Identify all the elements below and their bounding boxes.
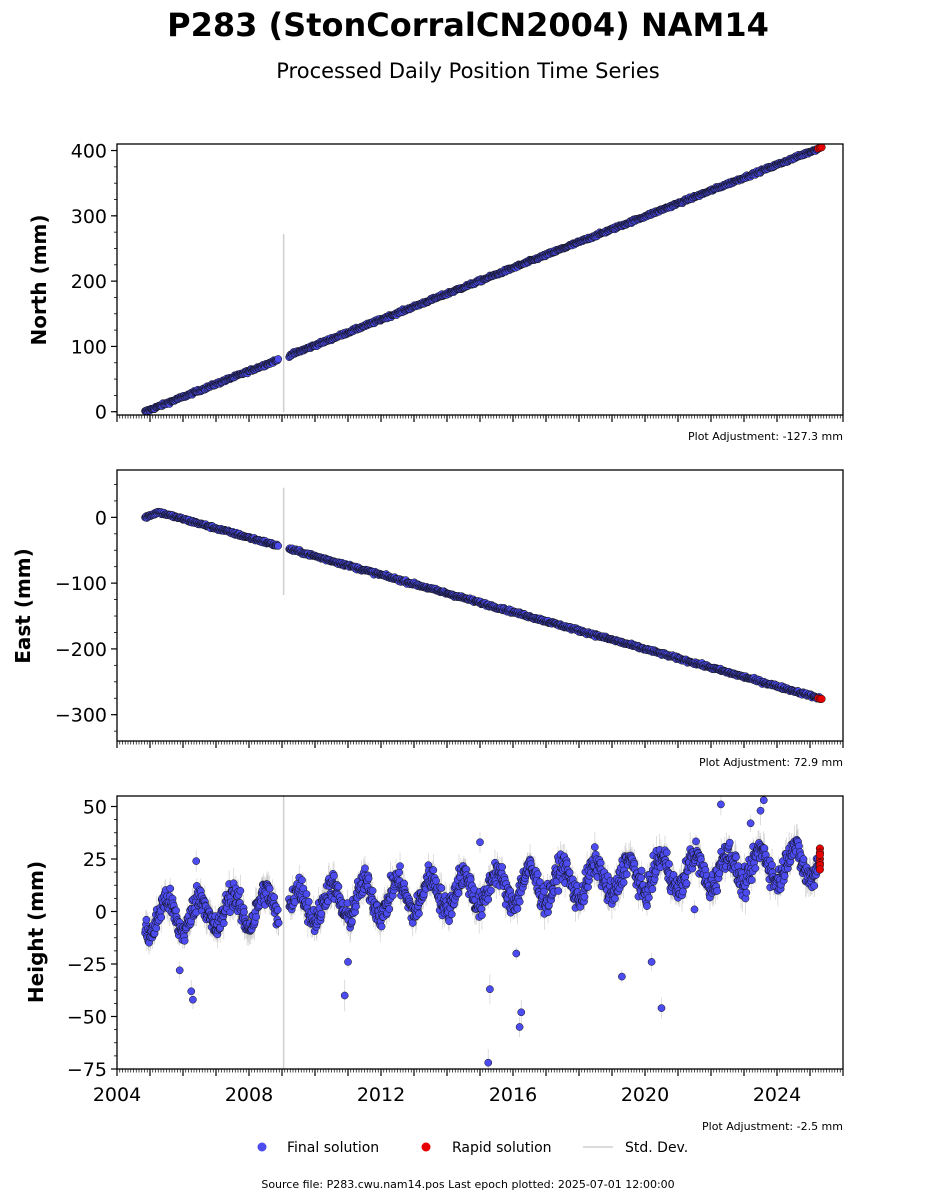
east-final-point bbox=[274, 542, 283, 550]
east-rapid-point bbox=[817, 694, 826, 703]
height-final-point bbox=[273, 906, 282, 914]
height-final-point bbox=[302, 890, 311, 898]
height-final-point bbox=[396, 862, 404, 871]
north-rapid-point bbox=[817, 144, 826, 152]
height-final-point bbox=[348, 917, 356, 926]
east-plot-area: 0 −100 −200 −300 bbox=[55, 469, 844, 748]
height-final-point bbox=[270, 893, 278, 902]
height-final-point bbox=[432, 877, 440, 885]
height-final-point bbox=[240, 908, 248, 916]
height-final-point bbox=[437, 884, 446, 892]
north-series bbox=[141, 144, 826, 415]
height-final-point bbox=[219, 919, 228, 928]
y-tick-label: 0 bbox=[95, 402, 107, 424]
y-tick-label: 200 bbox=[71, 271, 107, 293]
y-tick-label: 300 bbox=[71, 206, 107, 228]
height-final-point bbox=[445, 917, 453, 926]
height-final-point bbox=[454, 889, 463, 898]
height-final-point bbox=[298, 876, 306, 884]
height-final-point bbox=[385, 905, 394, 913]
height-final-point bbox=[152, 924, 161, 932]
y-tick-label: −100 bbox=[55, 573, 107, 595]
height-final-point bbox=[334, 882, 343, 891]
height-final-point bbox=[368, 886, 377, 895]
east-series bbox=[141, 487, 826, 703]
east-panel: 0 −100 −200 −300 East (mm) Plot Adjustment:… bbox=[11, 469, 844, 769]
height-final-point bbox=[361, 864, 369, 873]
height-final-point bbox=[304, 897, 313, 906]
height-series bbox=[141, 796, 824, 1069]
height-final-point bbox=[265, 884, 274, 893]
y-tick-label: 0 bbox=[95, 507, 107, 529]
height-final-point bbox=[142, 915, 151, 924]
y-tick-label: 400 bbox=[71, 141, 107, 163]
north-axis-label: North (mm) bbox=[27, 214, 51, 345]
height-final-point bbox=[478, 911, 486, 920]
height-final-point bbox=[377, 922, 386, 931]
chart-title: P283 (StonCorralCN2004) NAM14 bbox=[167, 6, 769, 44]
height-final-point bbox=[330, 871, 338, 880]
y-tick-label: 100 bbox=[71, 336, 107, 358]
height-final-point bbox=[157, 913, 166, 922]
height-final-point bbox=[447, 910, 456, 919]
height-final-point bbox=[395, 868, 404, 877]
height-final-point bbox=[317, 909, 326, 918]
y-tick-label: −300 bbox=[55, 705, 107, 727]
height-final-point bbox=[166, 884, 175, 893]
height-final-point bbox=[236, 886, 245, 895]
height-final-point bbox=[274, 918, 283, 927]
height-final-point bbox=[415, 909, 423, 918]
height-final-point bbox=[252, 913, 260, 921]
chart-subtitle: Processed Daily Position Time Series bbox=[276, 59, 660, 83]
north-final-point bbox=[274, 355, 283, 363]
north-plot-adjustment: Plot Adjustment: -127.3 mm bbox=[688, 430, 843, 443]
height-final-point bbox=[172, 906, 180, 915]
north-panel: 0 100 200 300 400 North (mm) Plot Adjustment… bbox=[27, 141, 844, 443]
y-tick-label: −200 bbox=[55, 639, 107, 661]
north-plot-area: 0 100 200 300 400 bbox=[71, 141, 844, 424]
height-final-point bbox=[180, 936, 189, 945]
east-axis-label: East (mm) bbox=[11, 548, 35, 664]
height-final-point bbox=[352, 902, 360, 911]
height-final-point bbox=[429, 866, 438, 874]
height-final-point bbox=[364, 874, 373, 883]
east-plot-adjustment: Plot Adjustment: 72.9 mm bbox=[699, 756, 843, 769]
